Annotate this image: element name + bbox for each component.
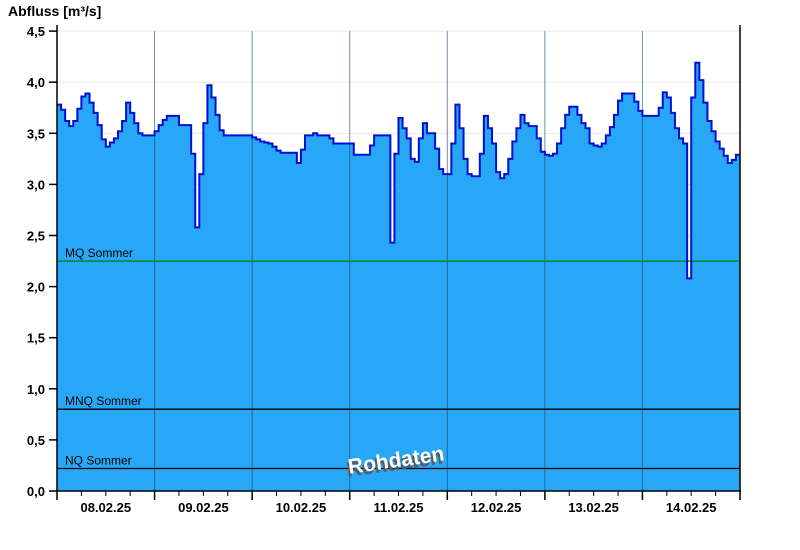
reference-line-label: MQ Sommer <box>65 246 133 260</box>
x-tick-label: 13.02.25 <box>568 500 619 515</box>
y-tick-label: 0,5 <box>27 433 45 448</box>
y-tick-label: 4,0 <box>27 75 45 90</box>
x-tick-label: 12.02.25 <box>471 500 522 515</box>
y-tick-label: 1,0 <box>27 382 45 397</box>
area-fill <box>57 62 740 491</box>
series-line-layer <box>57 61 740 280</box>
y-tick-label: 2,0 <box>27 280 45 295</box>
chart-title: Abfluss [m³/s] <box>8 3 102 19</box>
x-tick-label: 11.02.25 <box>374 500 424 515</box>
reference-line-label: NQ Sommer <box>65 454 132 468</box>
x-tick-label: 14.02.25 <box>666 500 717 515</box>
x-tick-label: 09.02.25 <box>178 500 229 515</box>
reference-line-label: MNQ Sommer <box>65 394 142 408</box>
reference-lines: MQ Sommer MNQ Sommer NQ Sommer <box>57 246 740 470</box>
y-tick-label: 3,0 <box>27 177 45 192</box>
y-tick-label: 2,5 <box>27 229 45 244</box>
y-axis-ticks <box>49 30 57 492</box>
x-axis-labels: 08.02.25 09.02.25 10.02.25 11.02.25 12.02.25… <box>80 500 716 515</box>
x-tick-label: 08.02.25 <box>80 500 131 515</box>
x-axis-ticks <box>56 491 741 500</box>
y-tick-label: 4,5 <box>27 24 45 39</box>
area-series <box>57 62 740 491</box>
y-tick-label: 0,0 <box>27 484 45 499</box>
y-tick-label: 3,5 <box>27 126 45 141</box>
y-tick-label: 1,5 <box>27 331 45 346</box>
x-tick-label: 10.02.25 <box>276 500 327 515</box>
y-axis-labels: 0,0 0,5 1,0 1,5 2,0 2,5 3,0 3,5 4,0 4,5 <box>27 24 45 499</box>
series-line <box>57 61 740 280</box>
